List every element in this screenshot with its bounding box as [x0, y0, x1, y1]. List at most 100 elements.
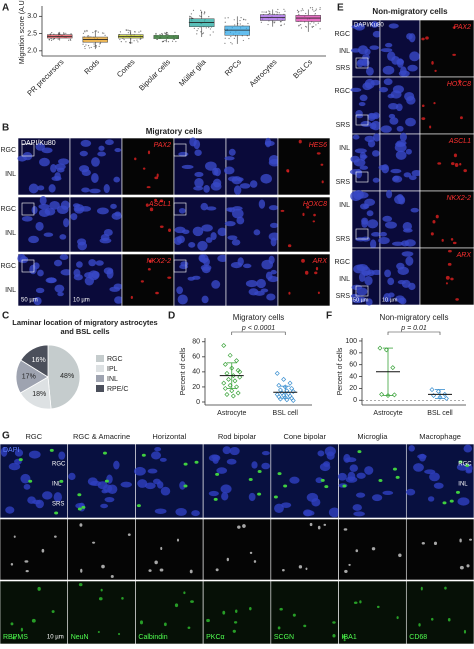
cell: [457, 497, 470, 506]
layer-label: RGC: [52, 462, 66, 468]
cell: [328, 507, 341, 518]
micrograph: [419, 19, 474, 78]
y-axis-label: Percent of cells: [337, 347, 344, 395]
cell: [103, 184, 110, 194]
jitter: [283, 23, 285, 25]
cell: [231, 208, 244, 219]
cell: [372, 30, 382, 38]
cell: [382, 215, 393, 222]
x-tick-label: BSL cell: [427, 410, 453, 417]
jitter: [233, 37, 235, 39]
jitter: [199, 15, 201, 17]
cell: [103, 228, 113, 237]
cell: [203, 257, 210, 267]
stain-label: DAPI/Ku80: [354, 23, 384, 29]
cell: [31, 618, 36, 623]
cell: [58, 451, 66, 460]
jitter: [284, 10, 286, 12]
cell: [381, 164, 390, 174]
jitter: [315, 9, 317, 12]
jitter: [230, 41, 232, 44]
cell: [265, 271, 273, 281]
jitter: [189, 15, 191, 18]
cell: [371, 547, 376, 551]
y-tick-label: 2.0: [27, 48, 37, 55]
cell: [459, 565, 464, 570]
cell: [159, 225, 164, 228]
cell: [193, 186, 204, 191]
jitter: [243, 19, 245, 21]
cell: [453, 153, 458, 158]
cell: [345, 476, 358, 483]
cell: [359, 165, 369, 170]
jitter: [193, 27, 195, 29]
cell: [364, 466, 374, 475]
cell: [312, 220, 316, 223]
jitter: [127, 32, 129, 34]
jitter: [52, 38, 54, 41]
jitter: [139, 38, 141, 40]
cell: [97, 481, 108, 490]
cell: [60, 269, 73, 276]
cell: [355, 114, 364, 119]
data-point: [442, 391, 448, 397]
cell: [303, 624, 307, 628]
inset-box: [173, 259, 187, 273]
cell: [392, 467, 397, 471]
cell: [350, 87, 362, 92]
cell: [369, 45, 380, 50]
inset-box: [21, 143, 35, 157]
cell: [459, 162, 462, 166]
cell: [398, 70, 410, 77]
cell: [463, 629, 467, 634]
cell: [355, 492, 366, 498]
cell: [201, 224, 213, 232]
jitter: [50, 33, 52, 35]
jitter: [204, 11, 206, 13]
bracket: [387, 331, 441, 335]
cell: [242, 524, 246, 528]
data-point: [237, 369, 243, 375]
jitter: [70, 39, 72, 41]
scale-bar: 10 µm: [47, 635, 64, 641]
cell: [146, 186, 151, 189]
cell: [163, 622, 167, 627]
jitter: [88, 47, 91, 49]
cell: [342, 484, 347, 488]
cell: [433, 482, 444, 489]
cell: [37, 269, 44, 277]
cell: [230, 261, 243, 269]
cell: [154, 560, 158, 565]
data-point: [290, 388, 296, 394]
cell: [96, 207, 109, 215]
cell: [379, 231, 387, 237]
cell: [87, 477, 98, 486]
cell: [59, 254, 69, 261]
jitter: [319, 28, 321, 30]
cell: [424, 469, 436, 475]
data-point: [237, 374, 243, 380]
cell: [110, 575, 114, 578]
cell: [298, 139, 302, 144]
cell: [159, 568, 164, 572]
cell: [445, 275, 450, 280]
cell: [19, 256, 29, 264]
cell: [364, 78, 375, 89]
cell: [167, 276, 172, 279]
micrograph: [121, 137, 175, 196]
jitter: [86, 35, 89, 37]
x-tick-label: BSLCs: [291, 57, 314, 80]
panel-letter: G: [2, 431, 10, 442]
y-tick-label: 100: [345, 338, 357, 345]
cell: [396, 616, 399, 620]
cell: [447, 617, 451, 622]
cell: [32, 262, 40, 270]
cell: [222, 446, 231, 455]
cell: [49, 200, 60, 210]
cell: [367, 113, 378, 119]
layer-label: RGC: [0, 147, 16, 154]
legend-label: RPE/C: [107, 386, 128, 393]
cell: [387, 51, 396, 62]
jitter: [94, 30, 96, 33]
cell: [405, 117, 416, 127]
